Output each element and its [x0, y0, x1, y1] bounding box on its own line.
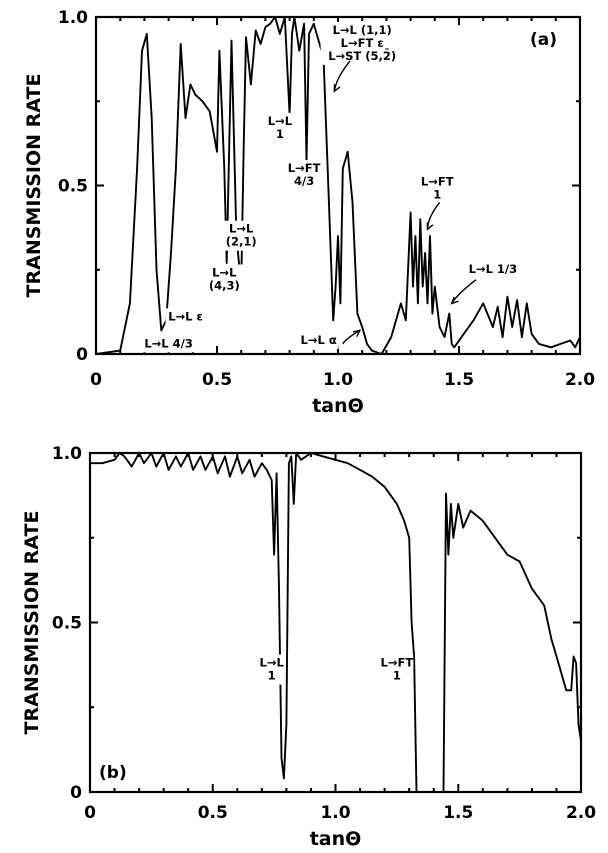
y-axis-title: TRANSMISSION RATE [23, 74, 45, 298]
y-tick-label: 0.5 [52, 614, 82, 634]
annotation: L→L(2,1) [221, 220, 262, 251]
annotation: L→L 1/3 [465, 261, 521, 279]
y-tick-label: 0 [76, 345, 88, 365]
annotation: L→FT4/3 [287, 160, 321, 191]
annotation-text: L→L [212, 265, 237, 279]
annotation-arrowhead [426, 222, 434, 231]
y-tick-label: 1.0 [58, 8, 88, 28]
annotation-arrow [426, 201, 441, 230]
annotation-arrowhead [352, 329, 362, 338]
annotation-arrow [342, 329, 361, 345]
y-tick-label: 0.5 [58, 177, 88, 197]
y-tick-label: 0 [70, 783, 82, 803]
annotation: L→L1 [258, 654, 285, 685]
annotation-text: L→L 1/3 [469, 262, 518, 276]
annotation-backdrop [298, 331, 339, 349]
annotation-text: 1 [393, 669, 401, 683]
annotation: L→FT1 [380, 654, 414, 685]
annotation-text: (2,1) [226, 235, 257, 249]
annotation-text: 1 [276, 127, 284, 141]
annotation: L→L (1,1)L→FT εL→ST (5,2̄) [320, 21, 404, 65]
annotation-text: L→ST (5,2̄) [328, 48, 396, 63]
annotation-text: L→L [268, 114, 293, 128]
annotation-arrow [333, 60, 351, 92]
annotation-backdrop [465, 261, 521, 279]
annotation-backdrop [204, 264, 245, 295]
annotation-text: 1 [268, 669, 276, 683]
x-tick-label: 1.0 [323, 370, 353, 390]
annotation-text: L→L [229, 222, 254, 236]
annotation-text: L→FT [381, 656, 414, 670]
annotation-backdrop [320, 21, 404, 65]
x-tick-label: 2.0 [566, 803, 596, 823]
series-line-0 [95, 16, 581, 355]
annotation-text: 4/3 [294, 174, 314, 188]
x-axis-title: tanΘ [310, 828, 362, 850]
x-tick-label: 0.5 [202, 370, 232, 390]
annotation-backdrop [420, 173, 454, 204]
annotation-text: L→L (1,1) [333, 23, 392, 37]
annotation-text: L→FT ε [341, 36, 384, 50]
x-tick-label: 2.0 [565, 370, 595, 390]
annotation-text: (4,3) [209, 278, 240, 292]
annotation-arrow [451, 279, 477, 304]
annotation-text: L→L α [301, 333, 337, 347]
annotation-arrowhead [333, 84, 341, 93]
plot-frame [88, 451, 583, 794]
annotation-backdrop [258, 654, 285, 685]
annotation-text: L→L ε [168, 309, 203, 323]
x-axis-title: tanΘ [312, 395, 364, 417]
x-tick-label: 1.5 [444, 370, 474, 390]
annotation: L→L1 [267, 112, 293, 143]
panel-b: 0 0.5 1.0 1.5 2.0 0 0.5 1.0 tanΘ TRANSMISSION RAT… [21, 444, 596, 850]
annotation: L→L(4,3) [204, 264, 245, 295]
panel-label: (a) [530, 30, 557, 50]
y-tick-label: 1.0 [52, 444, 82, 464]
annotation-backdrop [287, 160, 321, 191]
x-tick-label: 1.5 [443, 803, 473, 823]
x-tick-label: 0.5 [198, 803, 228, 823]
y-axis-title: TRANSMISSION RATE [21, 511, 43, 735]
x-tick-label: 0 [84, 803, 96, 823]
annotation-text: L→L 4/3 [144, 336, 193, 350]
annotation-text: L→FT [421, 175, 454, 189]
panel-a: 0 0.5 1.0 1.5 2.0 0 0.5 1.0 tanΘ TRANSMISSION RAT… [23, 8, 595, 417]
annotation: L→L 4/3 [141, 335, 196, 353]
annotation-backdrop [380, 654, 414, 685]
annotation-backdrop [165, 308, 206, 326]
annotation-text: L→L [260, 656, 285, 670]
x-tick-label: 0 [90, 370, 102, 390]
annotation-arrowhead [450, 296, 459, 305]
panel-label: (b) [99, 763, 127, 783]
annotation: L→L α [298, 331, 339, 349]
annotation-backdrop [267, 112, 293, 143]
annotation-backdrop [141, 335, 196, 353]
x-tick-label: 1.0 [320, 803, 350, 823]
annotation: L→FT1 [420, 173, 454, 204]
series-line-0 [90, 452, 582, 793]
annotation: L→L ε [165, 308, 206, 326]
annotation-text: 1 [433, 188, 441, 202]
annotation-backdrop [221, 220, 262, 251]
annotation-text: L→FT [288, 161, 321, 175]
